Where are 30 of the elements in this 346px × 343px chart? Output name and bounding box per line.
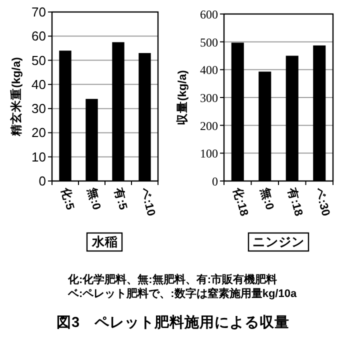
x-tick-label: ベ:10 <box>138 186 157 218</box>
y-tick-label: 50 <box>32 52 46 68</box>
y-tick-label: 200 <box>200 118 218 133</box>
x-tick-label: 無:0 <box>258 185 278 212</box>
y-tick-label: 600 <box>200 8 218 22</box>
x-tick-label: 有:5 <box>111 185 130 212</box>
x-tick-label: ベ:30 <box>312 186 332 218</box>
x-tick-label: 有:18 <box>284 185 306 218</box>
y-tick-label: 0 <box>212 174 218 188</box>
y-tick-label: 0 <box>38 174 46 188</box>
y-axis-title: 収量(kg/a) <box>175 70 189 125</box>
x-tick-label: 無:0 <box>84 185 104 212</box>
x-axis-title: ニンジン <box>252 235 304 249</box>
x-tick-label: 化:5 <box>58 185 77 212</box>
y-tick-label: 70 <box>32 4 46 20</box>
y-tick-label: 400 <box>200 63 218 78</box>
text: 化:化学肥料、無:無肥料、有:市販有機肥料 <box>67 273 277 286</box>
y-tick-label: 40 <box>32 76 46 92</box>
y-tick-label: 500 <box>200 35 218 50</box>
y-axis-title: 精玄米重(kg/a) <box>9 56 23 137</box>
text: 図3 ペレット肥料施用による収量 <box>56 314 290 331</box>
y-tick-label: 10 <box>32 149 46 164</box>
x-tick-label: 化:18 <box>230 185 251 218</box>
y-tick-label: 300 <box>200 91 218 105</box>
y-tick-label: 20 <box>32 125 46 140</box>
y-tick-label: 60 <box>32 28 46 44</box>
y-tick-label: 100 <box>200 146 218 161</box>
y-tick-label: 30 <box>32 101 46 116</box>
text: ベ:ペレット肥料で、:数字は窒素施用量kg/10a <box>67 287 298 300</box>
x-axis-title: 水稲 <box>91 235 118 249</box>
